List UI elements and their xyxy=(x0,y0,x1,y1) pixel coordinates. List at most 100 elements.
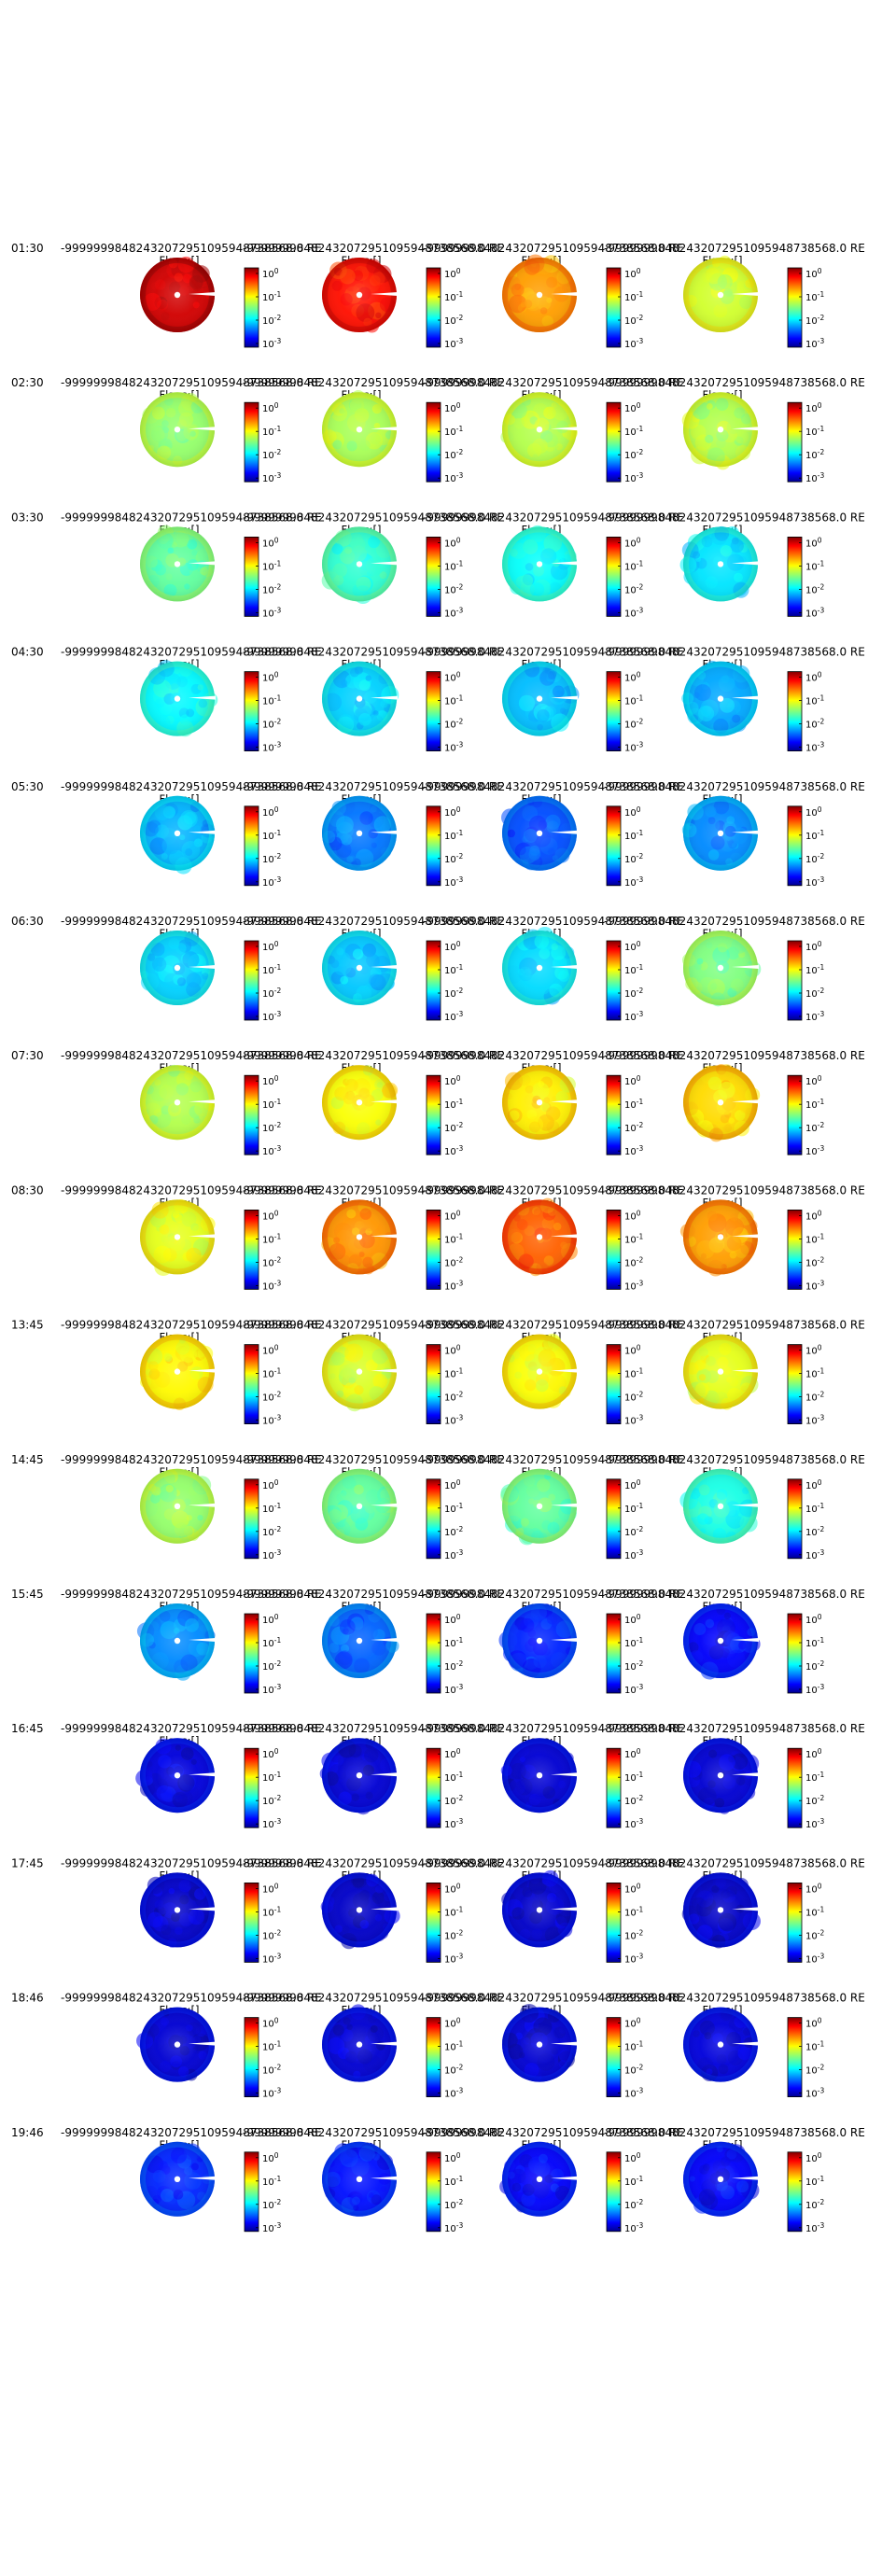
colorbar-tick-label: 100 xyxy=(444,1882,461,1895)
zenith-marker xyxy=(356,695,363,702)
colorbar-tick-label: 10-3 xyxy=(262,1414,281,1427)
sky-panel: -99999998482432072951095948738568.0 REFl… xyxy=(61,1453,322,1561)
colorbar xyxy=(244,267,259,348)
zenith-marker xyxy=(717,1503,724,1510)
colorbar-tick-label: 10-2 xyxy=(444,1794,463,1807)
colorbar-tick-label: 100 xyxy=(805,1613,822,1626)
colorbar-tick-label: 10-3 xyxy=(805,1144,824,1157)
colorbar-tick-label: 100 xyxy=(624,940,641,953)
colorbar xyxy=(787,940,803,1021)
colorbar xyxy=(606,1478,622,1560)
colorbar-tick-label: 100 xyxy=(805,671,822,684)
colorbar-tick-label: 10-2 xyxy=(444,718,463,731)
colorbar xyxy=(244,401,259,483)
colorbar-tick-label: 10-1 xyxy=(624,425,643,438)
zenith-marker xyxy=(536,1503,543,1510)
row-12: 17:45 -99999998482432072951095948738568.0… xyxy=(11,1856,865,1965)
masked-wedge xyxy=(551,2176,578,2180)
colorbar-tick-label: 10-1 xyxy=(624,963,643,976)
zenith-marker xyxy=(356,1368,363,1375)
sky-panel: -99999998482432072951095948738568.0 REFl… xyxy=(61,1992,322,2100)
colorbar-tick-label: 10-2 xyxy=(444,987,463,1000)
masked-wedge xyxy=(371,1368,398,1373)
row-time-label: 04:30 xyxy=(11,646,44,659)
colorbar-tick-label: 10-1 xyxy=(805,2175,824,2188)
colorbar-tick-label: 10-1 xyxy=(262,1636,281,1649)
colorbar-tick-label: 10-2 xyxy=(805,1255,824,1268)
row-time-label: 13:45 xyxy=(11,1319,44,1332)
colorbar-tick-label: 100 xyxy=(624,2151,641,2164)
colorbar-tick-label: 10-2 xyxy=(444,2198,463,2211)
row-time-label: 17:45 xyxy=(11,1856,44,1869)
masked-wedge xyxy=(551,1234,578,1239)
masked-wedge xyxy=(551,965,578,969)
panel-header-text: -99999998482432072951095948738568.0 RE xyxy=(243,1722,504,1735)
zenith-marker xyxy=(717,830,724,836)
colorbar-tick-label: 10-2 xyxy=(262,1255,281,1268)
colorbar-tick-label: 100 xyxy=(805,1344,822,1357)
sky-panel: -99999998482432072951095948738568.0 REFl… xyxy=(243,1992,504,2100)
sky-panel: -99999998482432072951095948738568.0 REFl… xyxy=(243,242,504,350)
colorbar-tick-label: 100 xyxy=(262,1209,279,1222)
colorbar xyxy=(426,1478,441,1560)
colorbar-tick-label: 10-1 xyxy=(444,425,463,438)
colorbar-tick-label: 10-2 xyxy=(805,1391,824,1404)
sky-panel: -99999998482432072951095948738568.0 REFl… xyxy=(604,1722,865,1830)
masked-wedge xyxy=(189,965,216,969)
colorbar-tick-label: 100 xyxy=(262,1074,279,1087)
panel-header-text: -99999998482432072951095948738568.0 RE xyxy=(61,2126,322,2139)
masked-wedge xyxy=(551,561,578,566)
colorbar-tick-label: 10-1 xyxy=(262,1098,281,1111)
colorbar-tick-label: 100 xyxy=(805,401,822,414)
zenith-marker xyxy=(536,1368,543,1375)
colorbar-tick-label: 10-3 xyxy=(444,337,463,350)
panel-header-text: -99999998482432072951095948738568.0 RE xyxy=(243,2126,504,2139)
colorbar-tick-label: 100 xyxy=(624,1478,641,1491)
panel-header-text: -99999998482432072951095948738568.0 RE xyxy=(243,1453,504,1466)
colorbar-tick-label: 10-2 xyxy=(262,987,281,1000)
zenith-marker xyxy=(174,695,181,702)
colorbar-tick-label: 10-3 xyxy=(624,1817,643,1830)
colorbar xyxy=(426,537,441,617)
colorbar-tick-label: 10-1 xyxy=(624,1502,643,1515)
colorbar-tick-label: 100 xyxy=(262,2017,279,2030)
panel-header-text: -99999998482432072951095948738568.0 RE xyxy=(61,511,322,524)
masked-wedge xyxy=(551,1772,578,1777)
panel-header-text: -99999998482432072951095948738568.0 RE xyxy=(243,1856,504,1869)
masked-wedge xyxy=(732,561,759,566)
colorbar-tick-label: 10-3 xyxy=(624,1414,643,1427)
colorbar-tick-label: 10-2 xyxy=(805,2064,824,2077)
row-14: 19:46 -99999998482432072951095948738568.0… xyxy=(11,2126,865,2234)
colorbar-tick-label: 100 xyxy=(444,536,461,549)
colorbar xyxy=(606,2151,622,2233)
panel-header-text: -99999998482432072951095948738568.0 RE xyxy=(604,1856,865,1869)
colorbar xyxy=(787,537,803,617)
sky-panel: -99999998482432072951095948738568.0 REFl… xyxy=(61,511,322,619)
colorbar-tick-label: 100 xyxy=(444,401,461,414)
colorbar-tick-label: 10-3 xyxy=(262,1279,281,1292)
sky-panel: -99999998482432072951095948738568.0 REFl… xyxy=(61,646,322,754)
colorbar-tick-label: 10-2 xyxy=(624,582,643,595)
colorbar-tick-label: 10-1 xyxy=(444,559,463,572)
colorbar-tick-label: 100 xyxy=(624,2017,641,2030)
zenith-marker xyxy=(174,830,181,836)
row-0: 01:30 -99999998482432072951095948738568.0… xyxy=(11,242,865,350)
colorbar-tick-label: 10-1 xyxy=(805,829,824,842)
colorbar-tick-label: 10-2 xyxy=(262,1928,281,1941)
colorbar-tick-label: 10-2 xyxy=(805,987,824,1000)
panel-header-text: -99999998482432072951095948738568.0 RE xyxy=(423,511,684,524)
masked-wedge xyxy=(732,695,759,700)
masked-wedge xyxy=(551,830,578,834)
colorbar-tick-label: 100 xyxy=(262,2151,279,2164)
colorbar-tick-label: 10-3 xyxy=(805,1279,824,1292)
sky-panel: -99999998482432072951095948738568.0 REFl… xyxy=(243,1588,504,1696)
row-5: 06:30 -99999998482432072951095948738568.0… xyxy=(11,915,865,1023)
colorbar xyxy=(426,267,441,348)
colorbar-tick-label: 100 xyxy=(805,267,822,280)
colorbar-tick-label: 10-3 xyxy=(444,1548,463,1561)
sky-panel: -99999998482432072951095948738568.0 REFl… xyxy=(604,511,865,619)
colorbar-tick-label: 100 xyxy=(444,1613,461,1626)
colorbar xyxy=(787,1747,803,1828)
panel-header-text: -99999998482432072951095948738568.0 RE xyxy=(61,1319,322,1332)
masked-wedge xyxy=(371,2041,398,2046)
